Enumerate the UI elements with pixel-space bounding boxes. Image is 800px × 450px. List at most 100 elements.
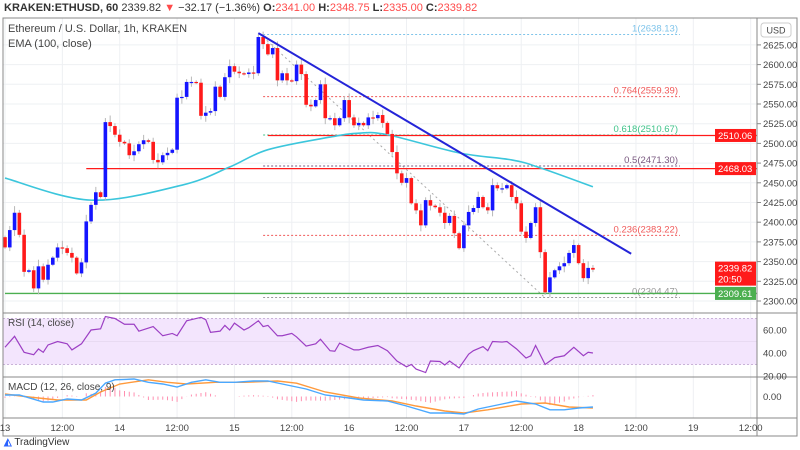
- candle-body: [395, 152, 399, 174]
- candle-body: [548, 277, 552, 293]
- candle-body: [108, 122, 112, 127]
- candle-body: [31, 270, 36, 289]
- candle-body: [266, 44, 270, 55]
- price-axis-label: 2550.00: [763, 100, 797, 111]
- candle-body: [581, 263, 586, 279]
- candle-body: [275, 48, 280, 81]
- candle-body: [89, 204, 93, 222]
- rsi-line: [4, 315, 594, 374]
- currency-button[interactable]: [760, 22, 792, 38]
- fib-trend-line: [262, 36, 546, 299]
- candle-body: [194, 81, 198, 84]
- open-label: O:: [263, 2, 276, 14]
- candle-body: [55, 247, 60, 258]
- candle-body: [447, 215, 452, 223]
- candle-body: [237, 71, 242, 74]
- candle-body: [270, 48, 275, 55]
- price-level-badge-text: 2468.03: [718, 164, 752, 175]
- price-axis-label: 2625.00: [763, 40, 797, 51]
- candle-body: [380, 115, 385, 123]
- candle-body: [146, 140, 151, 142]
- rsi-legend[interactable]: RSI (14, close): [8, 318, 75, 329]
- low-value: 2335.00: [383, 2, 423, 14]
- candle-body: [342, 100, 347, 119]
- candle-body: [428, 200, 433, 206]
- candle-body: [117, 134, 122, 142]
- candle-body: [552, 270, 557, 278]
- candle-body: [404, 178, 409, 183]
- candle-body: [576, 245, 581, 264]
- candle-body: [299, 64, 304, 75]
- candle-body: [361, 122, 366, 126]
- price-axis-label: 2525.00: [763, 119, 797, 130]
- macd-pane[interactable]: [4, 378, 594, 415]
- candle-body: [218, 86, 222, 97]
- candle-body: [203, 112, 208, 116]
- candle-body: [313, 100, 318, 107]
- candle-body: [41, 266, 46, 280]
- tradingview-logo-icon: ◭: [4, 437, 12, 448]
- chart-title: Ethereum / U.S. Dollar, 1h, KRAKEN: [8, 23, 188, 35]
- candle-body: [180, 96, 184, 99]
- price-axis-label: 2375.00: [763, 237, 797, 248]
- macd-legend[interactable]: MACD (12, 26, close, 9): [8, 382, 115, 393]
- rsi-pane[interactable]: [3, 315, 757, 374]
- candle-body: [466, 211, 471, 226]
- candle-body: [529, 222, 533, 238]
- price-axis-label: 2500.00: [763, 139, 797, 150]
- ema-legend[interactable]: EMA (100, close): [8, 38, 92, 50]
- countdown-badge-text: 20:50: [718, 275, 742, 286]
- candle-body: [390, 133, 394, 153]
- candle-body: [3, 237, 7, 248]
- candle-body: [251, 72, 256, 74]
- candle-body: [213, 86, 218, 112]
- candle-body: [309, 104, 313, 107]
- price-axis-label: 2400.00: [763, 218, 797, 229]
- candle-body: [385, 122, 390, 134]
- candle-body: [36, 266, 41, 289]
- symbol-header: KRAKEN:ETHUSD, 60 2339.82 ▼ −32.17 (−1.3…: [4, 2, 477, 14]
- candle-body: [414, 203, 418, 211]
- tradingview-logo[interactable]: ◭ TradingView: [4, 437, 69, 448]
- price-axis-label: 2325.00: [763, 277, 797, 288]
- pane-frames: [2, 17, 798, 437]
- candle-body: [189, 81, 194, 84]
- candle-body: [333, 118, 337, 126]
- last-price-badge: [715, 261, 756, 286]
- candle-body: [242, 73, 246, 75]
- price-level-badge-text: 2510.06: [718, 131, 752, 142]
- candle-body: [79, 262, 84, 274]
- candle-body: [337, 118, 342, 126]
- candle-body: [256, 37, 261, 74]
- candle-body: [165, 152, 170, 156]
- candle-body: [184, 81, 189, 97]
- candle-body: [519, 203, 524, 232]
- candle-body: [476, 196, 481, 209]
- time-axis-label: 12:00: [280, 423, 304, 434]
- rsi-axis-label: 20.00: [763, 372, 787, 383]
- candle-body: [438, 207, 442, 213]
- candle-body: [572, 245, 576, 253]
- last-price: 2339.82: [121, 2, 162, 14]
- rsi-axis-label: 60.00: [763, 326, 787, 337]
- candle-body: [127, 143, 132, 156]
- time-axis-label: 12:00: [50, 423, 74, 434]
- price-axis-label: 2575.00: [763, 80, 797, 91]
- price-pane[interactable]: 1(2638.13) 0.764(2559.39) 0.618(2510.67) 0.…: [3, 24, 757, 299]
- candle-body: [137, 144, 141, 152]
- currency-label: USD: [766, 26, 786, 36]
- candle-body: [399, 173, 404, 183]
- brand-name: TradingView: [14, 437, 70, 448]
- close-label: C:: [425, 2, 438, 14]
- candle-body: [557, 266, 562, 271]
- candle-body: [98, 192, 103, 197]
- candle-body: [423, 200, 428, 226]
- candle-body: [514, 196, 519, 204]
- low-label: L:: [372, 2, 384, 14]
- time-axis-label: 12:00: [395, 423, 419, 434]
- time-axis-label: 17: [459, 423, 470, 434]
- price-change: −32.17 (−1.36%): [178, 2, 261, 14]
- candle-body: [471, 208, 476, 212]
